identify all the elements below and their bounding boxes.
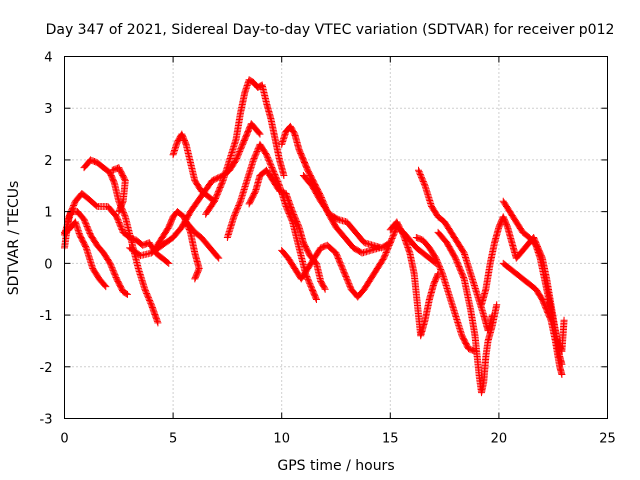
series-track-17 bbox=[412, 234, 479, 355]
data-point bbox=[101, 282, 109, 290]
series-track-19 bbox=[434, 228, 501, 397]
data-point bbox=[558, 371, 566, 379]
data-point bbox=[191, 274, 199, 282]
y-tick-label: 2 bbox=[44, 154, 52, 169]
data-point bbox=[164, 258, 172, 266]
data-point bbox=[438, 268, 446, 276]
data-point bbox=[236, 199, 244, 207]
series-track-13 bbox=[278, 122, 383, 257]
data-point bbox=[386, 239, 394, 247]
data-point bbox=[102, 283, 110, 291]
y-tick-label: -2 bbox=[40, 361, 53, 376]
y-tick-label: -1 bbox=[40, 309, 53, 324]
y-tick-label: 4 bbox=[44, 51, 52, 66]
y-tick-label: 3 bbox=[44, 102, 52, 117]
data-point bbox=[191, 275, 199, 283]
y-axis-label: SDTVAR / TECUs bbox=[6, 181, 22, 296]
data-point bbox=[115, 206, 123, 214]
series-track-09 bbox=[182, 218, 223, 262]
data-point bbox=[280, 171, 288, 179]
y-tick-label: 0 bbox=[44, 257, 52, 272]
data-points bbox=[61, 76, 568, 397]
x-tick-label: 0 bbox=[60, 432, 68, 447]
data-point bbox=[154, 319, 162, 327]
x-axis-label: GPS time / hours bbox=[277, 458, 394, 474]
series-track-03 bbox=[61, 218, 110, 291]
data-point bbox=[405, 248, 413, 256]
chart-title: Day 347 of 2021, Sidereal Day-to-day VTE… bbox=[46, 22, 615, 38]
x-tick-label: 5 bbox=[169, 432, 177, 447]
data-point bbox=[214, 253, 222, 261]
data-point bbox=[320, 284, 328, 292]
series-track-10 bbox=[202, 76, 288, 218]
data-point bbox=[493, 301, 501, 309]
tick-labels: 0 5 10 15 20 25 -3 -2 -1 0 1 2 3 4 bbox=[40, 51, 616, 447]
data-point bbox=[420, 180, 428, 188]
data-point bbox=[123, 290, 131, 298]
data-point bbox=[321, 285, 329, 293]
series-track-12 bbox=[245, 166, 329, 293]
data-point bbox=[121, 211, 129, 219]
series-track-07 bbox=[152, 208, 203, 283]
data-point bbox=[165, 259, 173, 267]
series-track-05 bbox=[108, 164, 129, 216]
data-point bbox=[560, 316, 568, 324]
series-track-22 bbox=[499, 197, 568, 355]
x-tick-label: 25 bbox=[599, 432, 616, 447]
data-point bbox=[255, 129, 263, 137]
data-point bbox=[215, 254, 223, 262]
series-track-15 bbox=[299, 171, 394, 252]
x-tick-label: 10 bbox=[273, 432, 290, 447]
data-point bbox=[460, 273, 468, 281]
data-point bbox=[256, 130, 264, 138]
plot-frame bbox=[64, 56, 608, 419]
data-point bbox=[115, 208, 123, 216]
data-point bbox=[218, 178, 226, 186]
data-point bbox=[385, 239, 393, 247]
data-point bbox=[153, 317, 161, 325]
axis-ticks bbox=[64, 56, 608, 419]
x-tick-label: 20 bbox=[491, 432, 508, 447]
data-point bbox=[312, 296, 320, 304]
x-tick-label: 15 bbox=[382, 432, 399, 447]
series-track-16 bbox=[386, 218, 442, 340]
y-tick-label: 1 bbox=[44, 206, 52, 221]
y-tick-label: -3 bbox=[40, 413, 53, 428]
data-point bbox=[312, 294, 320, 302]
data-point bbox=[122, 290, 130, 298]
